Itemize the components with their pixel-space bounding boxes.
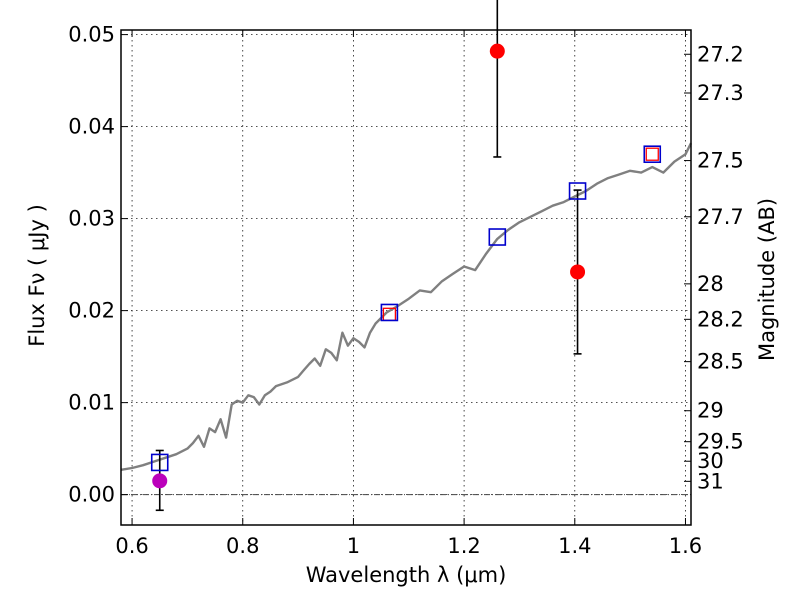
model-square-point: [643, 145, 662, 164]
observed-point: [489, 43, 505, 59]
grid-layer: [121, 30, 691, 525]
y-tick-label: 0.03: [68, 207, 115, 231]
right-tick-label: 27.3: [697, 81, 744, 105]
x-tick-label: 1.6: [669, 534, 702, 558]
x-axis-label: Wavelength λ (μm): [306, 563, 507, 587]
spectrum-layer: [120, 142, 693, 471]
faint-point: [152, 473, 168, 489]
right-tick-label: 27.7: [697, 205, 744, 229]
right-tick-label: 28.2: [697, 307, 744, 331]
errorbar-layer: [155, 0, 582, 512]
x-tick-label: 1: [347, 534, 360, 558]
right-tick-label: 28.5: [697, 350, 744, 374]
y-tick-label: 0.00: [68, 483, 115, 507]
right-tick-label: 30: [697, 449, 724, 473]
inner-square-point: [645, 147, 659, 161]
y-tick-label: 0.04: [68, 115, 115, 139]
plot-frame: [120, 29, 692, 526]
spectrum-line: [120, 142, 693, 471]
x-tick-label: 0.8: [226, 534, 259, 558]
right-tick-label: 29: [697, 399, 724, 423]
model-square-point: [150, 453, 169, 472]
right-tick-label: 28: [697, 272, 724, 296]
y-tick-label: 0.05: [68, 23, 115, 47]
observed-point: [570, 264, 586, 280]
right-tick-label: 27.5: [697, 149, 744, 173]
model-square-point: [380, 303, 399, 322]
marker-layer: [150, 43, 662, 489]
x-tick-label: 1.2: [447, 534, 480, 558]
y-tick-label: 0.01: [68, 391, 115, 415]
right-tick-label: 29.5: [697, 430, 744, 454]
y-axis-label: Flux Fν ( μJy ): [25, 204, 49, 347]
model-square-point: [568, 182, 587, 200]
right-axis-label: Magnitude (AB): [755, 198, 779, 361]
right-tick-label: 31: [697, 469, 724, 493]
model-square-point: [488, 228, 507, 246]
tick-layer: 0.6 0.8 1 1.2 1.4 1.6 0.00 0.01 0.02 0.03 0.04 0.05…: [68, 23, 744, 558]
x-tick-label: 0.6: [115, 534, 148, 558]
y-tick-label: 0.02: [68, 299, 115, 323]
right-tick-label: 27.2: [697, 42, 744, 66]
x-tick-label: 1.4: [558, 534, 591, 558]
